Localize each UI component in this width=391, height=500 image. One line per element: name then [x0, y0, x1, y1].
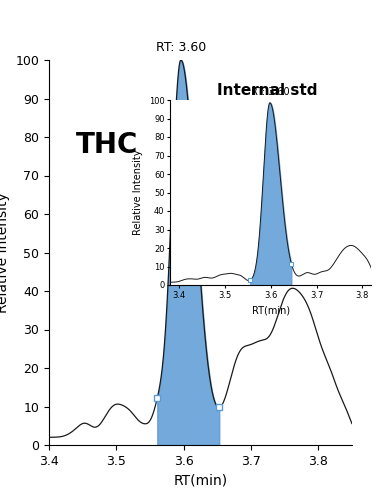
Text: THC: THC — [75, 130, 138, 158]
Y-axis label: Relative Intensity: Relative Intensity — [133, 150, 143, 236]
Y-axis label: Relative Intensity: Relative Intensity — [0, 192, 10, 313]
X-axis label: RT(min): RT(min) — [252, 305, 290, 315]
X-axis label: RT(min): RT(min) — [173, 474, 228, 488]
Text: RT: 3.60: RT: 3.60 — [251, 87, 289, 97]
Text: RT: 3.60: RT: 3.60 — [156, 41, 206, 54]
Text: Internal std: Internal std — [217, 84, 318, 98]
